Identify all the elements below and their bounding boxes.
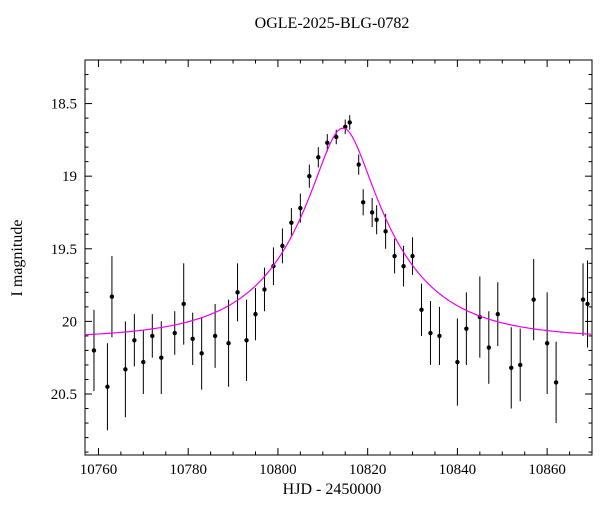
data-point [486,345,492,350]
plot-frame [84,59,593,456]
data-point [307,173,312,179]
x-tick-label: 10840 [439,462,477,478]
data-point [190,336,195,342]
data-point [383,229,388,234]
data-point [410,253,415,259]
data-point [356,162,361,167]
plot-area: 10760 10780 10800 10820 10840 10860 18.5 19 19.5… [51,59,593,478]
data-point [280,243,285,249]
data-point [419,307,424,312]
data-point [347,120,352,125]
x-tick-label: 10780 [169,462,207,478]
chart-title: OGLE-2025-BLG-0782 [255,15,410,32]
data-point [141,359,146,365]
y-tick-label: 20.5 [51,387,77,403]
data-point [392,253,397,259]
data-point [150,333,155,339]
data-point [316,155,321,160]
y-tick-label: 18.5 [51,97,77,113]
x-tick-label: 10820 [349,462,387,478]
y-axis-label: I magnitude [9,220,26,297]
y-tick-label: 20 [62,314,77,330]
data-point [172,330,177,336]
data-point [181,301,186,307]
x-tick-label: 10860 [528,462,566,478]
data-point [105,384,110,389]
model-curve [85,127,592,336]
data-point [428,330,433,336]
data-point [298,205,303,211]
data-point [437,333,442,339]
data-point [580,297,586,302]
data-point [159,355,164,360]
data-point [369,210,375,215]
x-tick-label: 10760 [80,462,118,478]
data-point [325,140,330,145]
data-point [495,311,500,317]
data-point [262,287,267,292]
data-point [553,380,559,385]
data-point [531,297,536,302]
data-layer [85,115,592,431]
data-point [464,326,469,331]
data-point [585,301,590,307]
data-point [455,359,460,365]
x-axis-label: HJD - 2450000 [283,481,382,498]
data-point [253,311,258,317]
data-point [109,294,115,299]
data-point [360,200,366,205]
data-point [544,340,550,346]
y-tick-label: 19 [62,169,77,185]
data-point [509,365,514,371]
data-point [518,362,523,368]
data-point [199,351,204,356]
data-point [226,340,231,346]
data-point [212,333,218,339]
data-point [289,220,294,225]
y-tick-label: 19.5 [51,242,77,258]
data-point [132,338,137,343]
data-point [235,290,240,295]
data-point [401,264,406,269]
x-tick-label: 10800 [259,462,297,478]
data-point [244,338,249,343]
data-point [374,217,379,222]
data-point [123,367,128,372]
data-point [91,348,97,353]
data-point [334,134,339,140]
